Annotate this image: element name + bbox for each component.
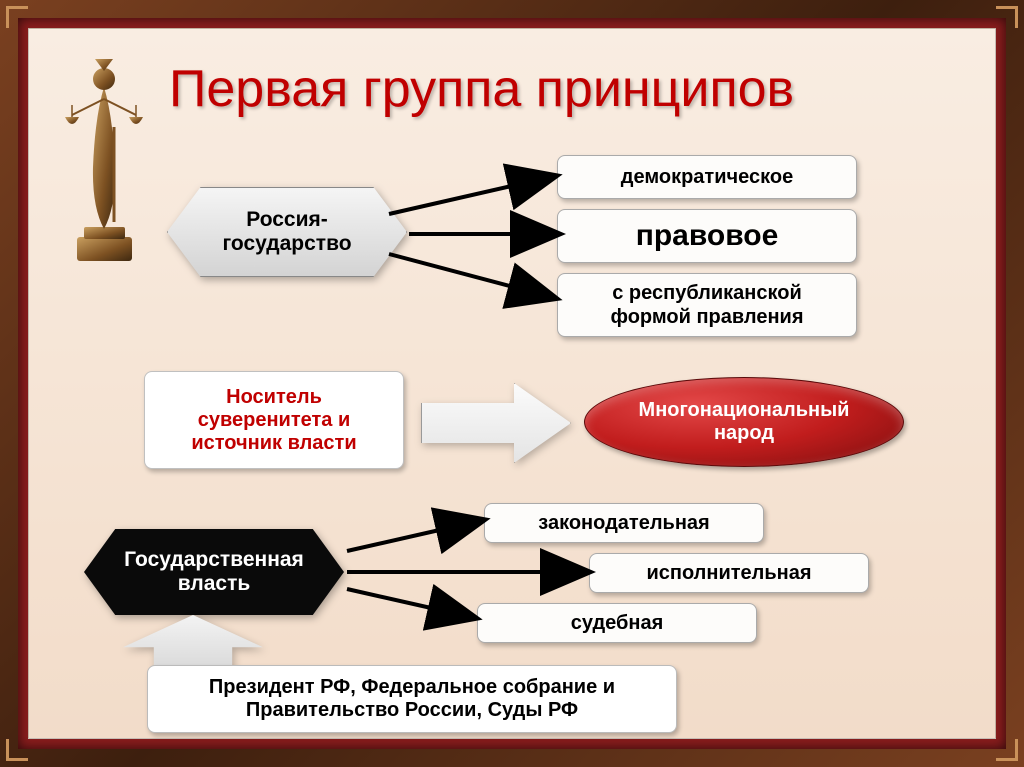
state-power-node: Государственная власть — [84, 529, 344, 615]
sov-line2: суверенитета и — [198, 409, 351, 432]
inner-frame: Первая группа принципов Россия- государс… — [18, 18, 1006, 749]
corner-decoration — [6, 739, 28, 761]
republic-label-1: с республиканской — [612, 281, 802, 305]
judicial-label: судебная — [571, 612, 664, 635]
russia-node: Россия- государство — [167, 187, 407, 277]
sovereignty-box: Носитель суверенитета и источник власти — [144, 371, 404, 469]
people-ellipse: Многонациональный народ — [584, 377, 904, 467]
state-bodies-box: Президент РФ, Федеральное собрание и Пра… — [147, 665, 677, 733]
big-right-arrow-icon — [421, 383, 571, 463]
legal-box: правовое — [557, 209, 857, 263]
slide-title: Первая группа принципов — [169, 59, 794, 119]
people-line2: народ — [714, 422, 774, 445]
legislative-label: законодательная — [538, 512, 709, 535]
corner-decoration — [996, 6, 1018, 28]
democratic-label: демократическое — [621, 166, 793, 189]
democratic-box: демократическое — [557, 155, 857, 199]
slide-content: Первая группа принципов Россия- государс… — [28, 28, 996, 739]
state-power-line1: Государственная — [124, 548, 304, 572]
sov-line1: Носитель — [226, 386, 322, 409]
state-power-line2: власть — [178, 572, 251, 596]
executive-label: исполнительная — [646, 562, 811, 585]
republic-box: с республиканской формой правления — [557, 273, 857, 337]
legal-label: правовое — [636, 219, 779, 253]
bodies-line1: Президент РФ, Федеральное собрание и — [209, 676, 615, 699]
justice-statue-icon — [57, 57, 152, 267]
people-line1: Многонациональный — [639, 399, 850, 422]
corner-decoration — [996, 739, 1018, 761]
executive-box: исполнительная — [589, 553, 869, 593]
bodies-line2: Правительство России, Суды РФ — [246, 699, 578, 722]
judicial-box: судебная — [477, 603, 757, 643]
legislative-box: законодательная — [484, 503, 764, 543]
corner-decoration — [6, 6, 28, 28]
republic-label-2: формой правления — [610, 305, 803, 329]
outer-frame: Первая группа принципов Россия- государс… — [0, 0, 1024, 767]
sov-line3: источник власти — [191, 432, 356, 455]
